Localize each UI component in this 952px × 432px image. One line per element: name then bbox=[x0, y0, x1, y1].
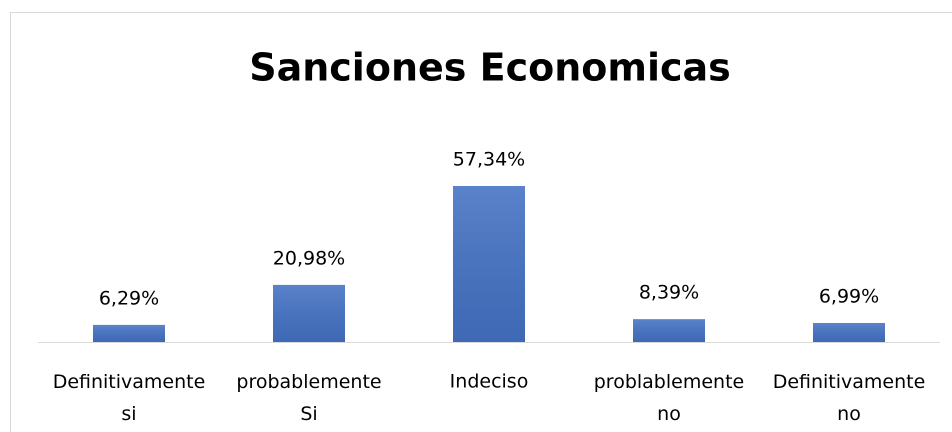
chart-border bbox=[10, 12, 952, 432]
x-tick-label: Indeciso bbox=[450, 371, 529, 393]
x-tick-label: problablemente no bbox=[594, 371, 744, 425]
bar-shade bbox=[813, 322, 885, 342]
bar-shade bbox=[633, 319, 705, 342]
data-label: 6,99% bbox=[819, 285, 879, 307]
bar-shade bbox=[453, 186, 525, 342]
data-label: 20,98% bbox=[273, 247, 345, 269]
data-label: 8,39% bbox=[639, 282, 699, 304]
data-label: 6,29% bbox=[99, 287, 159, 309]
bar-shade bbox=[93, 324, 165, 342]
chart-title: Sanciones Economicas bbox=[249, 46, 731, 90]
x-tick-label: probablemente Si bbox=[236, 371, 381, 425]
data-label: 57,34% bbox=[453, 149, 525, 171]
x-tick-label: Definitivamente no bbox=[773, 371, 926, 425]
bar-shade bbox=[273, 284, 345, 342]
x-tick-label: Definitivamente si bbox=[53, 371, 206, 425]
